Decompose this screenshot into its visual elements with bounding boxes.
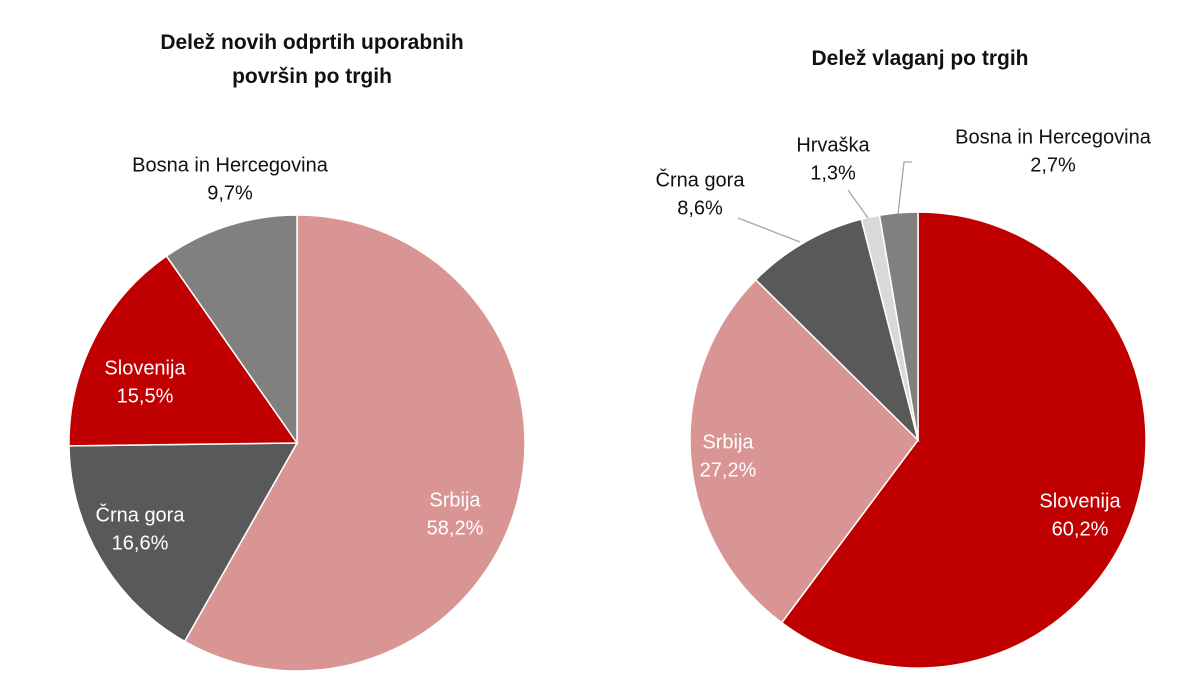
pie-slice	[165, 214, 298, 446]
slice-label: Slovenija	[1039, 490, 1121, 512]
slice-value-label: 58,2%	[427, 517, 484, 539]
pie-slice	[183, 214, 526, 672]
slice-label: Slovenija	[104, 357, 186, 379]
slice-label: Hrvaška	[796, 134, 870, 156]
slice-label: Črna gora	[656, 168, 746, 191]
pie-slice	[754, 218, 920, 443]
pie-slice	[68, 442, 299, 643]
pie-slice	[689, 278, 919, 624]
slice-value-label: 60,2%	[1052, 518, 1109, 540]
slice-value-label: 9,7%	[207, 182, 253, 204]
slice-value-label: 27,2%	[700, 459, 757, 481]
slice-label: Bosna in Hercegovina	[132, 154, 329, 176]
chart-title: Delež novih odprtih uporabnih površin po…	[160, 31, 464, 88]
slice-label: Srbija	[702, 431, 754, 453]
slice-label: Srbija	[429, 489, 481, 511]
slice-value-label: 15,5%	[117, 385, 174, 407]
slice-value-label: 1,3%	[810, 162, 856, 184]
chart-title: Delež vlaganj po trgih	[811, 47, 1029, 70]
slice-value-label: 16,6%	[112, 532, 169, 554]
leader-line	[737, 217, 801, 243]
pie-slice	[68, 255, 299, 447]
slice-value-label: 2,7%	[1030, 154, 1076, 176]
slice-value-label: 8,6%	[677, 197, 723, 219]
leader-line	[897, 161, 912, 215]
pie-slice	[780, 211, 1147, 669]
slice-label: Črna gora	[96, 503, 186, 526]
leader-line	[847, 189, 869, 219]
slice-label: Bosna in Hercegovina	[955, 126, 1152, 148]
